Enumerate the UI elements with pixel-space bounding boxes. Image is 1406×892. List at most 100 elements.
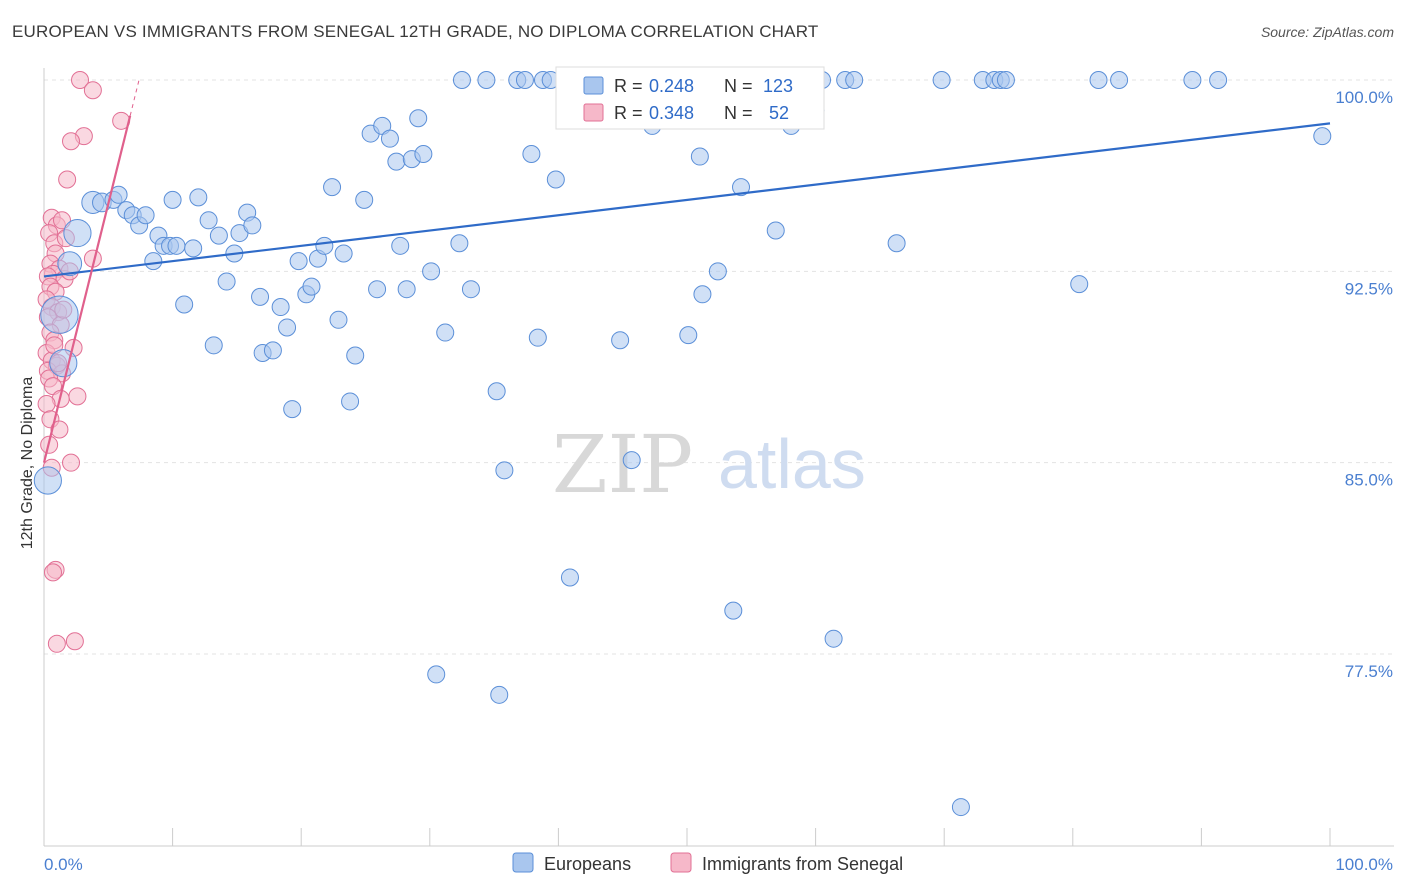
europeans-point [302, 277, 321, 296]
europeans-point [611, 331, 630, 350]
europeans-point [209, 226, 228, 245]
y-tick-label: 85.0% [1345, 471, 1393, 490]
senegal-point [44, 563, 63, 582]
senegal-point [47, 634, 66, 653]
legend-n-value-2: 52 [769, 103, 789, 123]
europeans-point [167, 236, 186, 255]
europeans-point [1209, 71, 1228, 89]
y-tick-label: 92.5% [1345, 279, 1393, 298]
europeans-point [450, 234, 469, 253]
europeans-point [341, 392, 360, 411]
europeans-point [263, 341, 282, 360]
europeans-point [708, 262, 727, 281]
europeans-point [824, 629, 843, 648]
europeans-point [436, 323, 455, 342]
europeans-point [283, 400, 302, 419]
legend-swatch-senegal [583, 103, 604, 122]
europeans-point [724, 601, 743, 620]
europeans-point [951, 798, 970, 817]
europeans-point [693, 285, 712, 304]
europeans-point [380, 129, 399, 148]
europeans-point [144, 252, 163, 271]
legend-label-europeans: Europeans [544, 854, 631, 874]
europeans-point [189, 188, 208, 207]
europeans-point [422, 262, 441, 281]
europeans-point [217, 272, 236, 291]
senegal-point [37, 394, 56, 413]
europeans-point [522, 144, 541, 163]
europeans-point [271, 298, 290, 317]
legend-r-label-2: R = [614, 103, 643, 123]
europeans-point [334, 244, 353, 263]
x-tick-label-min: 0.0% [44, 855, 83, 874]
y-tick-label: 77.5% [1345, 662, 1393, 681]
senegal-point [62, 453, 81, 472]
senegal-point [58, 170, 77, 189]
senegal-point [71, 71, 90, 89]
europeans-point [1183, 71, 1202, 89]
europeans-point [278, 318, 297, 337]
europeans-point [690, 147, 709, 166]
europeans-point [199, 211, 218, 230]
europeans-point [391, 236, 410, 255]
senegal-point [65, 632, 84, 651]
europeans-point [427, 665, 446, 684]
x-tick-marks [43, 828, 1331, 846]
trend-lines [42, 79, 1331, 463]
europeans-point [932, 71, 951, 89]
legend-r-value-1: 0.248 [649, 76, 694, 96]
senegal-point [50, 420, 69, 439]
legend-r-value-2: 0.348 [649, 103, 694, 123]
europeans-point [679, 326, 698, 345]
europeans-point [515, 71, 534, 89]
legend-label-senegal: Immigrants from Senegal [702, 854, 903, 874]
europeans-point [887, 234, 906, 253]
europeans-point [251, 287, 270, 306]
legend-swatch-europeans [583, 76, 604, 95]
gridlines [44, 79, 1394, 655]
europeans-point [1110, 71, 1129, 89]
europeans-point [355, 190, 374, 209]
legend-swatch-senegal-bottom [670, 852, 692, 873]
legend-r-label-1: R = [614, 76, 643, 96]
europeans-point [1089, 71, 1108, 89]
europeans-point [329, 310, 348, 329]
legend-n-label-2: N = [724, 103, 753, 123]
watermark-atlas: atlas [718, 425, 866, 503]
europeans-point [57, 251, 83, 277]
europeans-point [243, 216, 262, 235]
europeans-point [63, 218, 92, 248]
europeans-trend-line [43, 122, 1331, 278]
europeans-point [289, 252, 308, 271]
watermark-zip: ZIP [552, 418, 693, 511]
europeans-point [996, 71, 1015, 89]
europeans-point [136, 206, 155, 225]
y-axis-label: 12th Grade, No Diploma [19, 377, 36, 550]
europeans-point [323, 178, 342, 197]
europeans-point [546, 170, 565, 189]
europeans-point [528, 328, 547, 347]
legend-swatch-europeans-bottom [512, 852, 534, 873]
europeans-point [40, 295, 79, 334]
europeans-point [163, 190, 182, 209]
y-tick-label: 100.0% [1335, 88, 1393, 107]
europeans-point [560, 568, 579, 587]
europeans-point [495, 461, 514, 480]
europeans-point [368, 280, 387, 299]
europeans-point [33, 466, 62, 495]
europeans-point [204, 336, 223, 355]
y-tick-labels: 100.0% 92.5% 85.0% 77.5% [1335, 88, 1393, 681]
europeans-point [845, 71, 864, 89]
europeans-point [452, 71, 471, 89]
europeans-point [414, 144, 433, 163]
chart-title: EUROPEAN VS IMMIGRANTS FROM SENEGAL 12TH… [12, 22, 819, 41]
correlation-legend: R = 0.248 N = 123 R = 0.348 N = 52 [555, 66, 825, 130]
legend-n-value-1: 123 [763, 76, 793, 96]
europeans-point [184, 239, 203, 258]
europeans-point [409, 109, 428, 128]
europeans-point [1313, 127, 1332, 146]
senegal-point [83, 81, 102, 100]
europeans-point [461, 280, 480, 299]
senegal-trend-line [42, 115, 132, 463]
